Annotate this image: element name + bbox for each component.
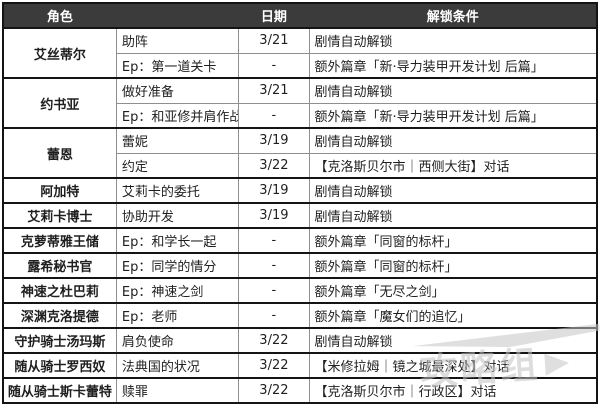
date-cell: 3/19 [238, 202, 310, 229]
date-cell: - [238, 277, 310, 304]
unlock-condition-cell: 【克洛斯贝尔市｜行政区】对话 [308, 377, 598, 404]
task-cell: 约定 [115, 152, 240, 179]
task-cell: Ep：同学的情分 [115, 252, 240, 279]
unlock-condition-cell: 剧情自动解锁 [308, 77, 598, 104]
table-row: Ep：和亚修并肩作战 - 额外篇章「新·导力装甲开发计划 后篇」 [3, 102, 598, 129]
table-row: 约定 3/22 【克洛斯贝尔市｜西侧大街】对话 [3, 152, 598, 179]
date-cell: 3/22 [238, 352, 310, 379]
table-row: 艾莉卡博士 协助开发 3/19 剧情自动解锁 [2, 202, 598, 229]
header-row: 角色 日期 解锁条件 [2, 2, 598, 29]
table-row: 阿加特 艾莉卡的委托 3/19 剧情自动解锁 [2, 177, 598, 204]
unlock-condition-cell: 额外篇章「同窗的标杆」 [308, 227, 598, 254]
unlock-condition-cell: 剧情自动解锁 [308, 177, 598, 204]
date-cell: 3/19 [238, 127, 310, 154]
table-row: 露希秘书官 Ep：同学的情分 - 额外篇章「同窗的标杆」 [2, 252, 598, 279]
date-cell: - [238, 52, 310, 79]
character-name-cell: 阿加特 [2, 177, 117, 204]
table-row: 深渊克洛提德 Ep：老师 - 额外篇章「魔女们的追忆」 [2, 302, 598, 329]
header-date: 日期 [238, 2, 310, 29]
unlock-condition-cell: 额外篇章「同窗的标杆」 [308, 252, 598, 279]
task-cell: 协助开发 [115, 202, 240, 229]
unlock-condition-cell: 剧情自动解锁 [308, 127, 598, 154]
task-cell: 蕾妮 [115, 127, 240, 154]
character-name-cell: 深渊克洛提德 [2, 302, 117, 329]
character-name-cell: 露希秘书官 [2, 252, 117, 279]
date-cell: - [238, 227, 310, 254]
task-cell: Ep：老师 [115, 302, 240, 329]
unlock-condition-cell: 额外篇章「魔女们的追忆」 [308, 302, 598, 329]
task-cell: Ep：第一道关卡 [115, 52, 240, 79]
character-name-cell: 克萝蒂雅王储 [2, 227, 117, 254]
header-task [115, 2, 240, 29]
task-cell: 艾莉卡的委托 [115, 177, 240, 204]
table-row: 守护骑士汤玛斯 肩负使命 3/22 剧情自动解锁 [2, 327, 598, 354]
header-character: 角色 [2, 2, 117, 29]
task-cell: 法典国的状况 [115, 352, 240, 379]
table-row: 艾丝蒂尔 助阵 3/21 剧情自动解锁 [2, 27, 598, 79]
unlock-condition-cell: 额外篇章「无尽之剑」 [308, 277, 598, 304]
date-cell: 3/19 [238, 177, 310, 204]
character-name-cell: 随从骑士斯卡蕾特 [2, 377, 117, 404]
table-row: 克萝蒂雅王储 Ep：和学长一起 - 额外篇章「同窗的标杆」 [2, 227, 598, 254]
table-row: 神速之杜巴莉 Ep：神速之剑 - 额外篇章「无尽之剑」 [2, 277, 598, 304]
unlock-condition-cell: 额外篇章「新·导力装甲开发计划 后篇」 [308, 52, 598, 79]
date-cell: - [238, 302, 310, 329]
table-row: Ep：第一道关卡 - 额外篇章「新·导力装甲开发计划 后篇」 [3, 52, 598, 79]
table-row: 约书亚 做好准备 3/21 剧情自动解锁 [2, 77, 598, 129]
unlock-condition-cell: 剧情自动解锁 [308, 327, 598, 354]
unlock-condition-cell: 【克洛斯贝尔市｜西侧大街】对话 [308, 152, 598, 179]
character-name-cell: 神速之杜巴莉 [2, 277, 117, 304]
character-name-cell: 约书亚 [2, 77, 117, 129]
task-cell: Ep：和亚修并肩作战 [115, 102, 240, 129]
date-cell: - [238, 102, 310, 129]
table-row: 蕾恩 蕾妮 3/19 剧情自动解锁 [2, 127, 598, 179]
task-cell: 做好准备 [115, 77, 240, 104]
character-name-cell: 艾丝蒂尔 [2, 27, 117, 79]
task-cell: Ep：和学长一起 [115, 227, 240, 254]
character-name-cell: 蕾恩 [2, 127, 117, 179]
header-condition: 解锁条件 [308, 2, 598, 29]
date-cell: 3/22 [238, 152, 310, 179]
date-cell: 3/22 [238, 377, 310, 404]
task-cell: 助阵 [115, 27, 240, 54]
character-name-cell: 随从骑士罗西奴 [2, 352, 117, 379]
unlock-condition-cell: 额外篇章「新·导力装甲开发计划 后篇」 [308, 102, 598, 129]
date-cell: 3/21 [238, 77, 310, 104]
task-cell: Ep：神速之剑 [115, 277, 240, 304]
character-name-cell: 守护骑士汤玛斯 [2, 327, 117, 354]
date-cell: 3/22 [238, 327, 310, 354]
table-row: 随从骑士斯卡蕾特 赎罪 3/22 【克洛斯贝尔市｜行政区】对话 [2, 377, 598, 404]
date-cell: - [238, 252, 310, 279]
task-cell: 肩负使命 [115, 327, 240, 354]
unlock-condition-cell: 剧情自动解锁 [308, 27, 598, 54]
unlock-condition-cell: 【米修拉姆｜镜之城最深处】对话 [308, 352, 598, 379]
table-row: 随从骑士罗西奴 法典国的状况 3/22 【米修拉姆｜镜之城最深处】对话 [2, 352, 598, 379]
task-cell: 赎罪 [115, 377, 240, 404]
date-cell: 3/21 [238, 27, 310, 54]
character-unlock-table: 角色 日期 解锁条件 艾丝蒂尔 助阵 3/21 剧情自动解锁 Ep：第一道关卡 - 额外篇章… [2, 2, 598, 404]
character-name-cell: 艾莉卡博士 [2, 202, 117, 229]
unlock-condition-cell: 剧情自动解锁 [308, 202, 598, 229]
